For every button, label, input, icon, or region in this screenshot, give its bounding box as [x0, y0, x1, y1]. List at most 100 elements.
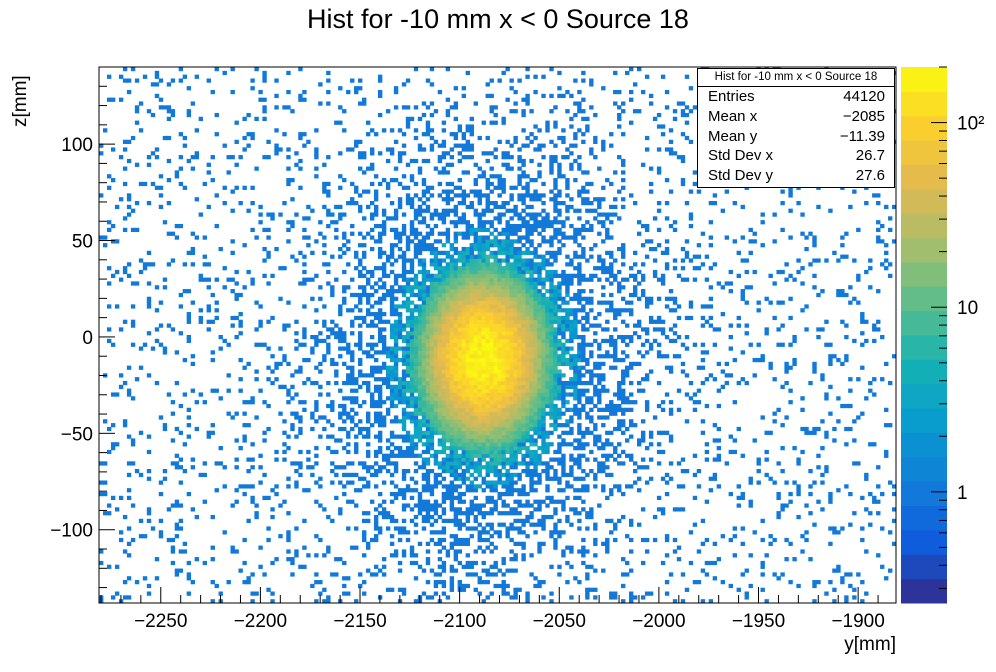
heatmap-cell [489, 78, 494, 83]
heatmap-cell [481, 296, 486, 301]
heatmap-cell [513, 212, 518, 217]
heatmap-cell [553, 526, 558, 531]
heatmap-cell [214, 300, 219, 305]
heatmap-cell [234, 269, 239, 275]
heatmap-cell [302, 235, 307, 240]
heatmap-cell [298, 67, 303, 72]
heatmap-cell [401, 223, 407, 229]
heatmap-cell [541, 235, 546, 240]
heatmap-cell [350, 201, 355, 206]
heatmap-cell [481, 281, 486, 286]
heatmap-cell [521, 407, 526, 412]
heatmap-cell [521, 335, 526, 340]
heatmap-cell [485, 93, 490, 99]
heatmap-cell [174, 499, 180, 504]
heatmap-cell [114, 564, 120, 569]
heatmap-cell [393, 526, 399, 531]
heatmap-cell [425, 346, 431, 351]
heatmap-cell [481, 549, 486, 554]
heatmap-cell [453, 338, 459, 344]
heatmap-cell [549, 155, 554, 160]
heatmap-cell [126, 553, 132, 558]
heatmap-cell [130, 227, 136, 233]
heatmap-cell [214, 461, 219, 466]
heatmap-cell [417, 246, 423, 252]
heatmap-cell [445, 411, 451, 416]
heatmap-cell [553, 327, 558, 332]
heatmap-cell [473, 365, 478, 370]
heatmap-cell [350, 323, 355, 328]
heatmap-cell [433, 308, 439, 313]
heatmap-cell [409, 300, 415, 305]
heatmap-cell [509, 465, 514, 470]
heatmap-cell [178, 457, 184, 462]
heatmap-cell [497, 216, 502, 221]
heatmap-cell [557, 285, 562, 290]
heatmap-cell [126, 576, 132, 581]
heatmap-cell [505, 235, 510, 240]
heatmap-cell [525, 518, 530, 523]
heatmap-cell [569, 453, 574, 458]
heatmap-cell [290, 396, 295, 401]
heatmap-cell [569, 430, 574, 435]
heatmap-cell [465, 384, 470, 389]
heatmap-cell [417, 166, 423, 171]
heatmap-cell [533, 465, 538, 470]
heatmap-cell [310, 472, 315, 478]
heatmap-cell [457, 396, 463, 401]
heatmap-cell [525, 415, 530, 420]
heatmap-cell [433, 223, 439, 229]
heatmap-cell [561, 342, 566, 347]
heatmap-cell [425, 403, 431, 409]
heatmap-cell [485, 273, 490, 278]
heatmap-cell [366, 300, 371, 305]
heatmap-cell [509, 396, 514, 401]
heatmap-cell [529, 250, 534, 255]
heatmap-cell [489, 285, 494, 290]
heatmap-cell [409, 158, 415, 164]
heatmap-cell [409, 289, 415, 294]
heatmap-cell [517, 388, 522, 393]
heatmap-cell [405, 185, 411, 190]
heatmap-cell [549, 273, 554, 278]
heatmap-cell [429, 423, 435, 428]
heatmap-cell [525, 204, 530, 210]
heatmap-cell [405, 537, 411, 543]
heatmap-cell [166, 116, 172, 121]
heatmap-cell [413, 304, 419, 309]
heatmap-cell [385, 514, 391, 520]
heatmap-cell [433, 476, 439, 481]
heatmap-cell [342, 484, 347, 489]
heatmap-cell [457, 434, 463, 439]
heatmap-cell [533, 461, 538, 466]
heatmap-cell [433, 266, 439, 271]
heatmap-cell [421, 289, 427, 294]
heatmap-cell [557, 201, 562, 206]
heatmap-cell [545, 331, 550, 336]
heatmap-cell [401, 453, 407, 458]
heatmap-cell [102, 243, 108, 248]
heatmap-cell [421, 246, 427, 252]
heatmap-cell [489, 254, 494, 259]
heatmap-cell [465, 327, 470, 332]
heatmap-cell [525, 331, 530, 336]
heatmap-cell [557, 518, 562, 523]
heatmap-cell [441, 300, 447, 305]
heatmap-cell [561, 273, 566, 278]
heatmap-cell [413, 235, 419, 240]
heatmap-cell [497, 434, 502, 439]
heatmap-cell [533, 480, 538, 485]
heatmap-cell [449, 457, 455, 462]
heatmap-cell [118, 384, 124, 389]
heatmap-cell [449, 488, 455, 493]
heatmap-cell [270, 212, 275, 217]
heatmap-cell [545, 400, 550, 405]
heatmap-cell [342, 346, 347, 351]
heatmap-cell [485, 346, 490, 351]
heatmap-cell [537, 518, 542, 523]
heatmap-cell [302, 564, 307, 569]
heatmap-cell [557, 392, 562, 397]
heatmap-cell [461, 197, 467, 202]
heatmap-cell [561, 93, 566, 99]
heatmap-cell [437, 365, 443, 370]
